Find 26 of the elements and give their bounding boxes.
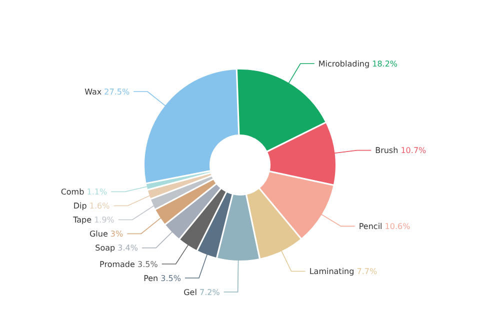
slice-label: Dip	[73, 202, 87, 211]
data-label: 10.7%	[398, 146, 427, 156]
slice-label: Pencil	[358, 222, 382, 231]
data-label: 3.5%	[134, 260, 158, 269]
slice-label: Comb	[60, 188, 84, 197]
data-label: 3.4%	[115, 244, 138, 253]
slice-label: Microblading	[318, 59, 370, 68]
slice-label: Laminating	[309, 267, 354, 276]
slice-label: Brush	[375, 146, 398, 156]
data-label: 1.6%	[86, 202, 110, 211]
slice-label: Soap	[95, 244, 116, 253]
data-label: 7.2%	[196, 288, 220, 297]
slice-label: Gel	[184, 288, 197, 297]
data-label: 1.9%	[92, 216, 115, 225]
data-label: 3.5%	[158, 274, 182, 283]
slice-label: Glue	[89, 230, 108, 239]
data-label: 1.1%	[84, 188, 108, 197]
slice-label: Wax	[84, 87, 102, 96]
data-label: 3%	[108, 230, 124, 239]
data-label: 7.7%	[354, 267, 378, 276]
data-label: 10.6%	[382, 222, 411, 231]
data-label: 18.2%	[370, 59, 398, 68]
slice-label: Pen	[144, 274, 158, 283]
slice-label: Promade	[100, 260, 136, 269]
data-label: 27.5%	[102, 87, 130, 96]
slice-label: Tape	[72, 216, 92, 225]
